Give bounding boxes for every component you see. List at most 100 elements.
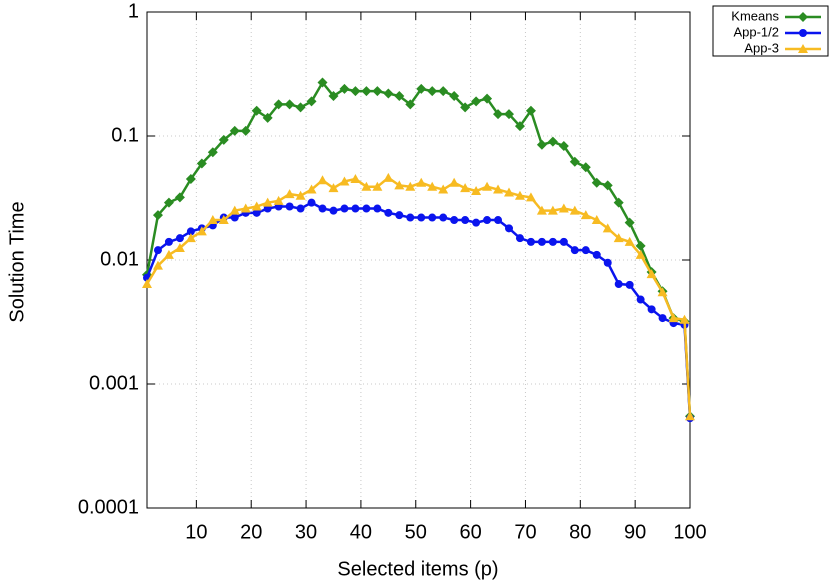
marker bbox=[635, 249, 646, 259]
x-tick-label: 40 bbox=[350, 521, 372, 543]
marker bbox=[614, 280, 623, 289]
marker bbox=[373, 204, 382, 213]
marker bbox=[384, 208, 393, 217]
marker bbox=[548, 237, 557, 246]
marker bbox=[240, 125, 251, 136]
marker bbox=[153, 246, 162, 255]
marker bbox=[262, 112, 273, 123]
marker bbox=[273, 195, 284, 205]
marker bbox=[229, 125, 240, 136]
marker bbox=[646, 269, 657, 279]
marker bbox=[350, 174, 361, 184]
marker bbox=[295, 102, 306, 113]
marker bbox=[295, 190, 306, 200]
x-tick-label: 20 bbox=[240, 521, 262, 543]
marker bbox=[471, 96, 482, 107]
marker bbox=[504, 109, 514, 120]
marker bbox=[152, 260, 163, 270]
marker bbox=[559, 237, 568, 246]
marker bbox=[591, 215, 602, 225]
legend-label: App-3 bbox=[744, 40, 779, 55]
marker bbox=[460, 102, 471, 113]
marker bbox=[493, 184, 504, 194]
marker bbox=[525, 192, 536, 202]
marker bbox=[339, 176, 350, 186]
marker bbox=[174, 242, 185, 252]
marker bbox=[536, 139, 547, 150]
marker bbox=[482, 181, 493, 191]
marker bbox=[591, 177, 602, 188]
marker bbox=[460, 183, 471, 193]
marker bbox=[483, 216, 492, 225]
x-tick-label: 70 bbox=[514, 521, 536, 543]
marker bbox=[427, 181, 438, 191]
marker bbox=[658, 314, 667, 323]
y-tick-label: 0.0001 bbox=[78, 496, 139, 518]
marker bbox=[613, 197, 624, 208]
marker bbox=[602, 223, 613, 233]
marker bbox=[362, 204, 371, 213]
marker bbox=[514, 190, 525, 200]
marker bbox=[685, 411, 695, 421]
marker bbox=[515, 234, 524, 243]
plot-frame bbox=[146, 11, 691, 509]
marker bbox=[505, 224, 513, 233]
marker bbox=[163, 249, 174, 259]
marker bbox=[428, 213, 437, 222]
marker bbox=[142, 279, 152, 289]
legend-box bbox=[712, 5, 829, 57]
marker bbox=[218, 215, 229, 225]
marker bbox=[185, 174, 196, 185]
marker bbox=[329, 206, 338, 215]
marker bbox=[569, 205, 580, 215]
marker bbox=[395, 211, 404, 220]
marker bbox=[351, 204, 360, 213]
marker bbox=[602, 180, 613, 191]
marker bbox=[526, 237, 535, 246]
marker bbox=[461, 216, 470, 225]
marker bbox=[592, 250, 601, 259]
marker bbox=[175, 234, 184, 243]
marker bbox=[406, 213, 415, 222]
marker bbox=[383, 172, 394, 182]
marker bbox=[799, 29, 807, 37]
marker bbox=[635, 240, 646, 251]
marker bbox=[580, 210, 591, 220]
marker bbox=[580, 162, 591, 173]
marker bbox=[318, 204, 327, 213]
y-tick-label: 1 bbox=[128, 0, 139, 22]
marker bbox=[328, 91, 339, 102]
x-tick-label: 80 bbox=[569, 521, 591, 543]
marker bbox=[284, 189, 295, 199]
marker bbox=[405, 99, 416, 110]
y-tick-label: 0.001 bbox=[89, 372, 139, 394]
marker bbox=[394, 180, 405, 190]
x-tick-label: 100 bbox=[673, 521, 706, 543]
marker bbox=[450, 216, 459, 225]
marker bbox=[251, 201, 262, 211]
marker bbox=[647, 305, 656, 314]
marker bbox=[569, 156, 580, 167]
marker bbox=[449, 91, 460, 102]
marker bbox=[340, 204, 349, 213]
marker bbox=[493, 109, 504, 120]
marker bbox=[537, 237, 546, 246]
marker bbox=[798, 44, 808, 53]
series-line bbox=[145, 80, 692, 417]
marker bbox=[262, 197, 273, 207]
marker bbox=[339, 83, 350, 94]
marker bbox=[471, 186, 482, 196]
marker bbox=[405, 181, 416, 191]
marker bbox=[196, 226, 207, 236]
marker bbox=[174, 192, 185, 203]
marker bbox=[361, 181, 372, 191]
x-tick-label: 10 bbox=[185, 521, 207, 543]
marker bbox=[317, 175, 328, 185]
y-axis-label: Solution Time bbox=[6, 201, 28, 322]
marker bbox=[636, 295, 645, 304]
x-tick-label: 90 bbox=[624, 521, 646, 543]
series-line bbox=[145, 201, 692, 419]
marker bbox=[252, 208, 261, 217]
marker bbox=[514, 121, 525, 132]
marker bbox=[152, 210, 163, 221]
